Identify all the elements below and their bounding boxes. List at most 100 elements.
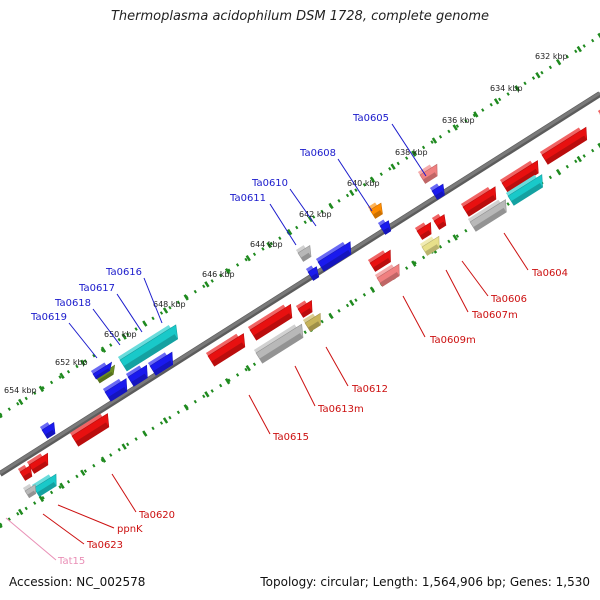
leader-line <box>269 203 297 246</box>
gene-red-ta0613m[interactable] <box>247 303 293 341</box>
gene-blue-ta0610[interactable] <box>315 241 352 272</box>
major-tick <box>59 482 65 489</box>
gene-label-ta0611[interactable]: Ta0611 <box>229 193 266 204</box>
gene-blue-ta0619[interactable] <box>90 361 113 380</box>
gene-blue-b2[interactable] <box>125 364 148 387</box>
gene-grey-ta0613m[interactable] <box>253 323 304 364</box>
kbp-tick-label: 636 kbp <box>442 116 475 125</box>
gene-label-ta0605[interactable]: Ta0605 <box>352 113 389 124</box>
gene-blue-ta0608b[interactable] <box>377 219 392 235</box>
gene-red-ta0615[interactable] <box>205 333 246 367</box>
gene-yellow-ta0607m[interactable] <box>419 235 440 256</box>
major-tick <box>142 320 148 327</box>
major-tick <box>535 72 541 79</box>
gene-red-ta0620[interactable] <box>69 413 110 447</box>
kbp-tick-label: 640 kbp <box>347 179 380 188</box>
gene-label-ta0615[interactable]: Ta0615 <box>272 432 309 443</box>
gene-label-ta0619[interactable]: Ta0619 <box>30 312 67 323</box>
kbp-tick-label: 648 kbp <box>153 300 186 309</box>
gene-label-ppnk[interactable]: ppnK <box>117 524 143 535</box>
map-title: Thermoplasma acidophilum DSM 1728, compl… <box>110 9 490 24</box>
gene-label-ta0609m[interactable]: Ta0609m <box>429 335 476 346</box>
gene-blue-ta0605[interactable] <box>429 183 445 200</box>
gene-red-ta0612[interactable] <box>295 299 313 318</box>
gene-label-ta0616[interactable]: Ta0616 <box>105 267 142 278</box>
major-tick <box>121 333 127 340</box>
gene-label-ta0612[interactable]: Ta0612 <box>351 384 388 395</box>
gene-blue-ta0611b[interactable] <box>305 265 320 281</box>
gene-red-ppnk[interactable] <box>26 452 49 474</box>
accession-label: Accession: NC_002578 <box>9 575 146 589</box>
major-tick <box>411 150 417 157</box>
gene-grey-ta0604[interactable] <box>467 199 507 232</box>
gene-label-ta0607m[interactable]: Ta0607m <box>471 310 518 321</box>
major-tick <box>452 234 458 241</box>
kbp-tick-label: 638 kbp <box>395 148 428 157</box>
gene-label-ta0617[interactable]: Ta0617 <box>78 283 115 294</box>
kbp-tick-label: 644 kbp <box>250 240 283 249</box>
major-tick <box>473 111 479 118</box>
major-tick <box>266 241 272 249</box>
gene-cyan-ta0604[interactable] <box>505 174 543 206</box>
major-tick <box>328 312 334 320</box>
major-tick <box>245 364 251 372</box>
gene-blue-c[interactable] <box>39 422 56 439</box>
major-tick <box>183 294 189 301</box>
leader-line <box>402 295 426 338</box>
major-tick <box>431 137 438 144</box>
leader-line <box>116 293 143 333</box>
major-tick <box>390 163 396 170</box>
major-tick <box>0 412 3 419</box>
major-tick <box>142 430 148 437</box>
genome-summary: Topology: circular; Length: 1,564,906 bp… <box>260 575 590 589</box>
major-tick <box>493 98 500 105</box>
gene-label-ta0610[interactable]: Ta0610 <box>251 178 288 189</box>
gene-red-ta0604c[interactable] <box>460 186 497 217</box>
major-tick <box>100 346 107 353</box>
gene-blue-b3[interactable] <box>147 351 174 376</box>
kbp-tick-label: 646 kbp <box>202 270 235 279</box>
kbp-tick-label: 632 kbp <box>535 52 568 61</box>
gene-grey-tat15[interactable] <box>22 483 37 499</box>
major-tick <box>452 124 458 131</box>
gene-label-ta0606[interactable]: Ta0606 <box>490 294 527 305</box>
major-tick <box>18 398 24 406</box>
gene-label-ta0604[interactable]: Ta0604 <box>531 268 568 279</box>
gene-orange-ta0608[interactable] <box>367 202 383 219</box>
gene-label-tat15[interactable]: Tat15 <box>57 556 85 567</box>
leader-line <box>289 188 317 227</box>
kbp-tick-label: 650 kbp <box>104 330 137 339</box>
gene-red-ta0606b[interactable] <box>431 213 447 230</box>
gene-pink-ta0609m[interactable] <box>374 263 400 287</box>
gene-khaki-ta0612[interactable] <box>302 312 321 332</box>
gene-pink-a[interactable] <box>417 163 438 184</box>
gene-red-a[interactable] <box>597 106 600 122</box>
major-tick <box>100 456 107 463</box>
leader-line <box>337 158 373 212</box>
kbp-tick-label: 652 kbp <box>55 358 88 367</box>
gene-red-ta0609m[interactable] <box>367 249 391 272</box>
gene-label-ta0608[interactable]: Ta0608 <box>299 148 336 159</box>
gene-label-ta0620[interactable]: Ta0620 <box>138 510 175 521</box>
major-tick <box>597 142 600 149</box>
kbp-tick-label: 654 kbp <box>4 386 37 395</box>
gene-label-ta0623[interactable]: Ta0623 <box>86 540 123 551</box>
gene-grey-ta0611[interactable] <box>295 245 312 262</box>
gene-red-ta0606a[interactable] <box>414 221 432 240</box>
gene-label-ta0613m[interactable]: Ta0613m <box>317 404 364 415</box>
genome-backbone-highlight <box>0 91 600 475</box>
gene-label-ta0618[interactable]: Ta0618 <box>54 298 91 309</box>
gene-red-ta0623[interactable] <box>17 464 33 481</box>
major-tick <box>369 286 376 293</box>
gene-blue-b1[interactable] <box>102 378 128 402</box>
major-tick <box>411 260 417 267</box>
major-tick <box>369 176 376 183</box>
gene-red-ta0604a[interactable] <box>539 126 588 165</box>
major-tick <box>38 495 45 503</box>
leader-line <box>325 346 349 387</box>
gene-cyan-ta0616[interactable] <box>117 324 179 372</box>
major-tick <box>0 522 3 529</box>
major-tick <box>224 268 231 275</box>
gene-cyan-ta0623[interactable] <box>31 473 57 497</box>
gene-red-ta0604b[interactable] <box>499 160 539 193</box>
